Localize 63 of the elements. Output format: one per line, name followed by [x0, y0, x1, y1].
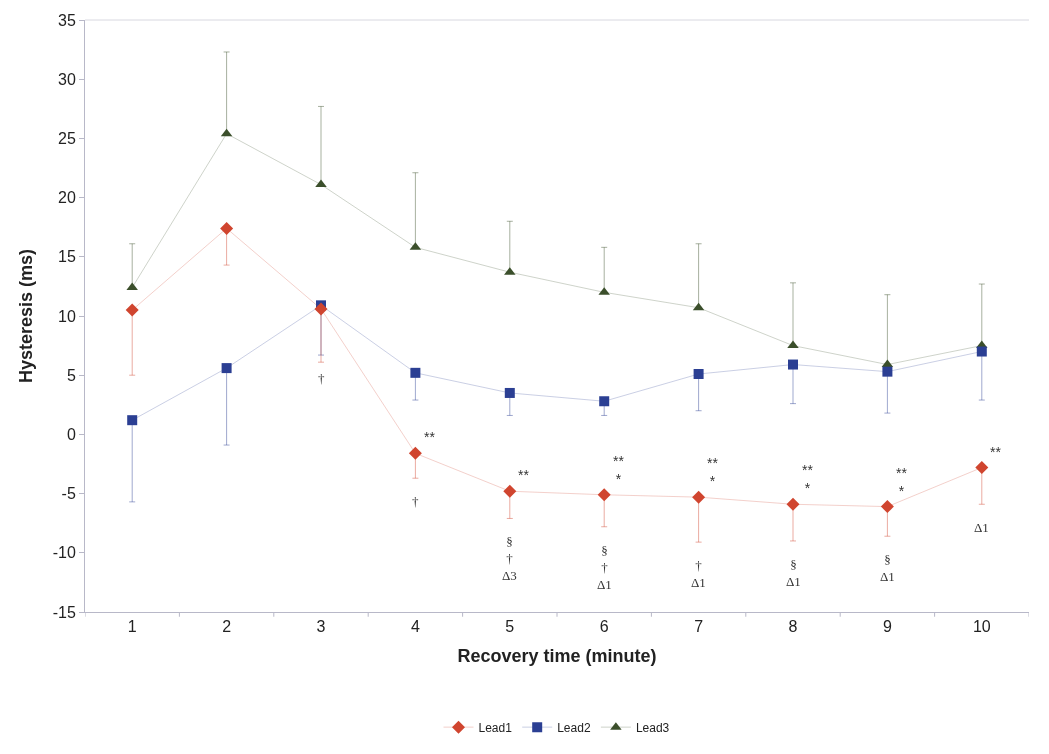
y-tick-label: 20 [58, 189, 76, 207]
point [787, 340, 799, 349]
annotation: ** * [802, 462, 814, 497]
point [599, 396, 610, 407]
annotation: ** * [613, 453, 625, 488]
point [880, 500, 894, 514]
point [975, 461, 989, 475]
annotation: § Δ1 [880, 552, 895, 584]
y-tick-label: 30 [58, 70, 76, 88]
point [221, 363, 232, 374]
x-tick-label: 3 [316, 618, 326, 636]
point [597, 488, 611, 502]
y-tick-label: 25 [58, 130, 76, 147]
x-tick-label: 4 [410, 618, 420, 636]
y-tick-label: -15 [52, 603, 76, 621]
point [314, 302, 328, 316]
x-axis-title: Recovery time (minute) [457, 646, 657, 667]
x-tick-label: 9 [882, 618, 892, 636]
annotation: ** [990, 444, 1002, 460]
legend-label: Lead1 [478, 720, 513, 735]
point [786, 497, 800, 511]
point [976, 346, 987, 357]
y-tick-label: -10 [52, 544, 76, 562]
x-tick-label: 2 [222, 618, 232, 636]
x-tick-label: 8 [788, 618, 798, 636]
x-tick-label: 5 [505, 618, 515, 636]
legend-label: Lead3 [635, 720, 670, 735]
point [125, 303, 139, 317]
annotation: ** [424, 429, 436, 445]
point [127, 415, 138, 426]
y-tick-label: -5 [61, 485, 76, 503]
point [788, 359, 798, 370]
annotation: Δ1 [974, 520, 989, 535]
y-tick-label: 35 [58, 11, 76, 29]
annotation: † Δ1 [691, 558, 706, 590]
annotation: ** [518, 467, 530, 483]
x-tick-label: 7 [694, 618, 704, 636]
annotation: † [412, 494, 419, 509]
annotation: † [318, 371, 325, 386]
y-axis-title: Hysteresis (ms) [15, 248, 36, 384]
point [410, 367, 421, 378]
point [315, 179, 327, 188]
point [503, 484, 517, 498]
annotation: ** * [896, 465, 908, 500]
annotation: ** * [707, 455, 719, 490]
annotation: § Δ1 [786, 557, 801, 589]
point [126, 282, 138, 291]
point [882, 366, 893, 377]
y-tick-label: 5 [66, 366, 76, 384]
y-tick-label: 0 [66, 426, 76, 443]
point [408, 446, 422, 460]
point [693, 369, 704, 380]
x-tick-label: 10 [972, 618, 991, 636]
annotation: § † Δ3 [502, 534, 517, 583]
legend-label: Lead2 [557, 720, 591, 735]
y-tick-label: 15 [58, 248, 76, 266]
x-tick-label: 6 [599, 618, 609, 636]
annotation: § † Δ1 [597, 543, 612, 592]
point [692, 490, 706, 504]
x-tick-label: 1 [127, 618, 137, 636]
point [504, 387, 515, 398]
y-tick-label: 10 [58, 307, 76, 325]
point [220, 221, 234, 235]
